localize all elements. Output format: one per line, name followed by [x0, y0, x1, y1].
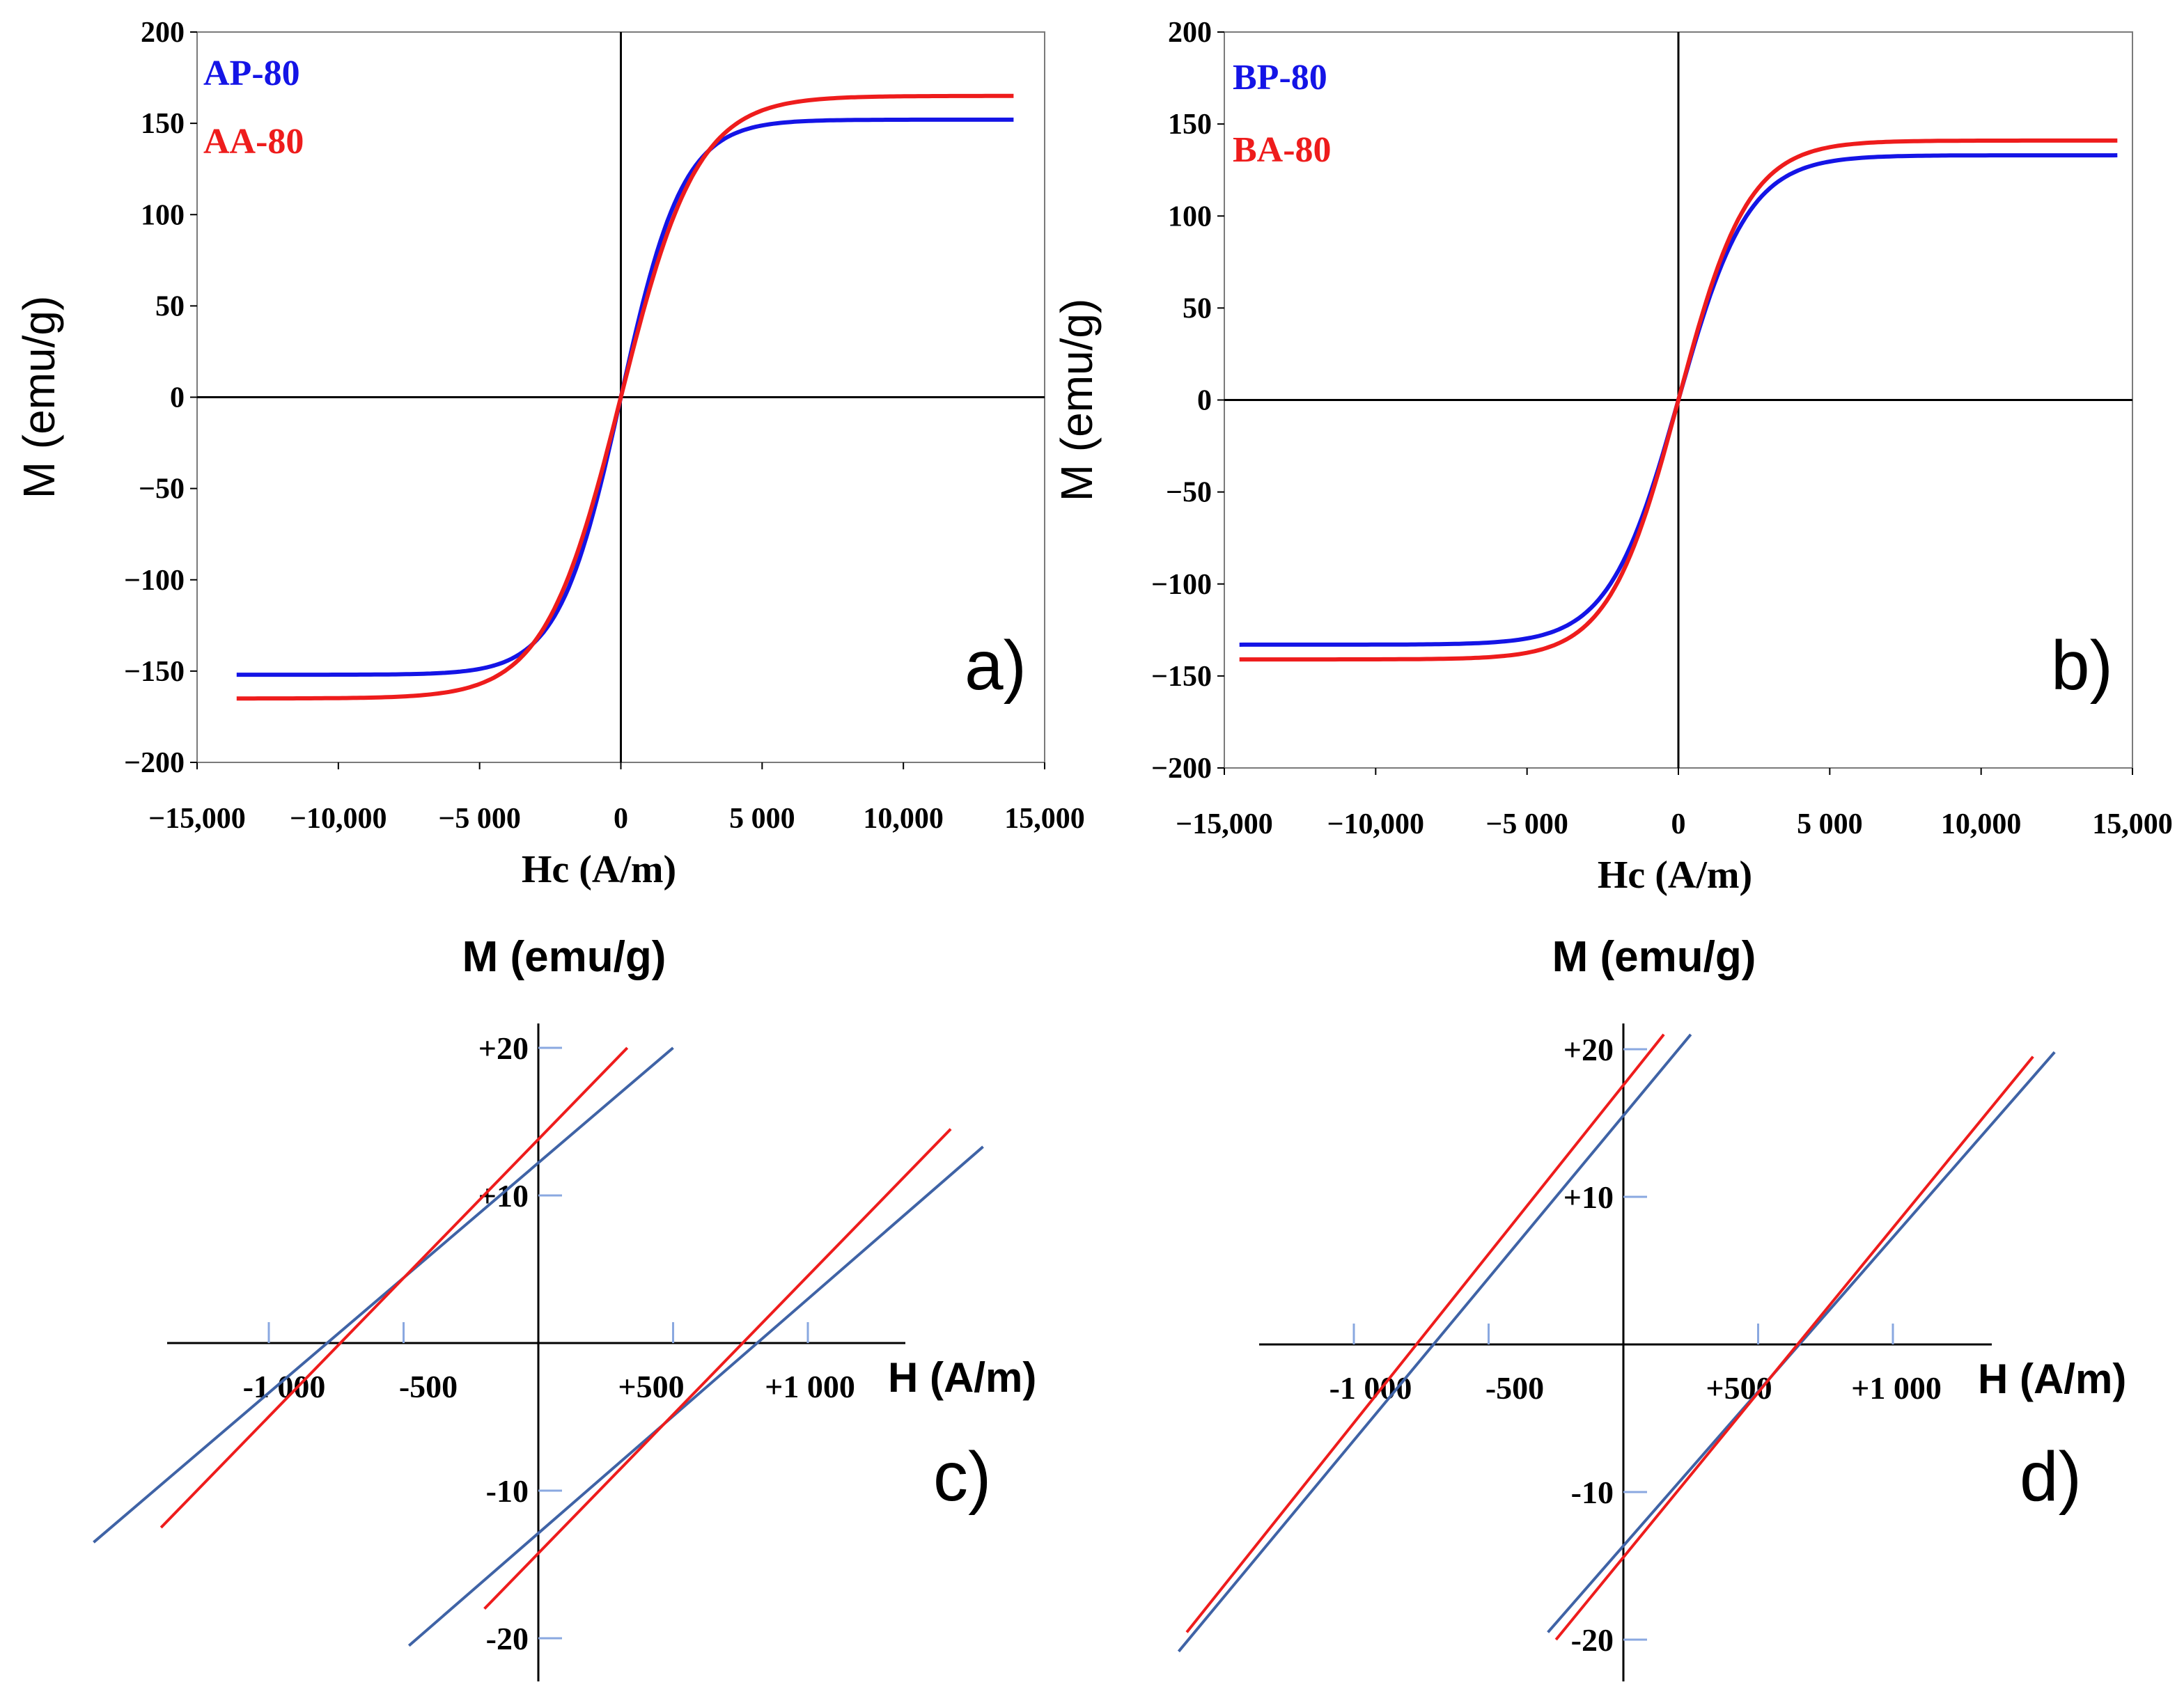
- y-tick-label: -20: [486, 1621, 529, 1656]
- y-tick-label: −200: [1151, 753, 1212, 785]
- y-tick-label: 150: [141, 108, 185, 140]
- y-tick-label: −200: [124, 747, 185, 779]
- series-line: [1554, 1055, 2034, 1641]
- y-tick-label: 100: [1168, 201, 1212, 233]
- series-line: [1177, 1033, 1692, 1653]
- chart-a: 200 150 100 50 0 −50 −100 −150 −200 −15,000 −10,00…: [14, 17, 1085, 891]
- x-tick-label: -1 000: [243, 1369, 326, 1404]
- legend-ap-80: AP-80: [203, 54, 300, 93]
- series-line: [483, 1128, 952, 1610]
- x-axis-label: H (A/m): [1978, 1356, 2126, 1402]
- panel-label: b): [2051, 627, 2113, 705]
- x-tick-label: 15,000: [1004, 803, 1085, 835]
- x-tick-label: −15,000: [1176, 808, 1272, 840]
- panel-label: d): [2020, 1438, 2082, 1516]
- y-axis-label: M (emu/g): [462, 933, 666, 981]
- x-tick-label: 10,000: [863, 803, 944, 835]
- y-axis-label: M (emu/g): [1052, 299, 1102, 502]
- x-tick-label: −15,000: [148, 803, 245, 835]
- series-line: [93, 1046, 674, 1544]
- chart-c: M (emu/g)-1 000 -500 +500 +1 000+20+10-10-2…: [93, 933, 1036, 1681]
- series-line: [1547, 1051, 2056, 1633]
- series-line-aa-80: [236, 93, 1014, 701]
- series-line: [407, 1145, 984, 1647]
- y-tick-label: −100: [1151, 569, 1212, 601]
- y-tick-label: −150: [1151, 661, 1212, 693]
- y-tick-label: 150: [1168, 109, 1212, 141]
- series-line: [159, 1046, 629, 1529]
- x-axis-label: Hc (A/m): [1598, 854, 1752, 897]
- series-line-ba-80: [1239, 138, 2118, 662]
- x-tick-label: −10,000: [1327, 808, 1424, 840]
- x-tick-label: 0: [614, 803, 628, 835]
- x-tick-label: 5 000: [1797, 808, 1863, 840]
- y-tick-label: 50: [1183, 292, 1212, 324]
- x-tick-label: +500: [618, 1369, 684, 1404]
- y-axis-label: M (emu/g): [14, 296, 64, 499]
- y-tick-label: −50: [139, 473, 185, 505]
- y-tick-label: −150: [124, 656, 185, 688]
- legend-ba-80: BA-80: [1233, 130, 1332, 170]
- y-tick-label: +20: [478, 1030, 529, 1066]
- y-tick-label: -10: [486, 1473, 529, 1509]
- x-axis-label: H (A/m): [888, 1354, 1036, 1401]
- legend-bp-80: BP-80: [1233, 58, 1327, 97]
- x-tick-label: -500: [399, 1369, 458, 1404]
- y-tick-label: −50: [1166, 477, 1212, 509]
- panel-label: c): [933, 1438, 991, 1516]
- x-tick-label: +1 000: [765, 1369, 855, 1404]
- x-tick-label: 10,000: [1941, 808, 2022, 840]
- chart-d: M (emu/g)-1 000 -500 +500 +1 000+20+10-10-2…: [1177, 933, 2126, 1681]
- y-tick-label: 0: [1197, 385, 1212, 417]
- x-tick-label: 0: [1671, 808, 1686, 840]
- y-tick-label: 200: [1168, 17, 1212, 49]
- y-tick-label: -10: [1571, 1475, 1614, 1510]
- y-tick-label: +20: [1563, 1032, 1614, 1067]
- x-tick-label: 15,000: [2092, 808, 2173, 840]
- legend-aa-80: AA-80: [203, 122, 304, 162]
- y-tick-label: -20: [1571, 1622, 1614, 1658]
- y-tick-label: +10: [1563, 1179, 1614, 1215]
- y-tick-label: 100: [141, 199, 185, 231]
- y-tick-label: 200: [141, 17, 185, 49]
- chart-b: 200 150 100 50 0 −50 −100 −150 −200 −15,000 −10,00…: [1052, 17, 2173, 897]
- x-tick-label: −5 000: [438, 803, 520, 835]
- y-tick-label: −100: [124, 565, 185, 597]
- series-line: [1185, 1033, 1665, 1633]
- y-tick-label: 50: [155, 290, 185, 322]
- x-tick-label: −5 000: [1485, 808, 1568, 840]
- y-axis-label: M (emu/g): [1552, 933, 1756, 981]
- x-tick-label: 5 000: [729, 803, 795, 835]
- x-tick-label: +1 000: [1851, 1370, 1942, 1406]
- y-tick-label: 0: [170, 382, 185, 414]
- x-tick-label: −10,000: [290, 803, 387, 835]
- x-tick-label: -500: [1485, 1370, 1544, 1406]
- x-axis-label: Hc (A/m): [522, 848, 676, 891]
- panel-label: a): [965, 627, 1027, 705]
